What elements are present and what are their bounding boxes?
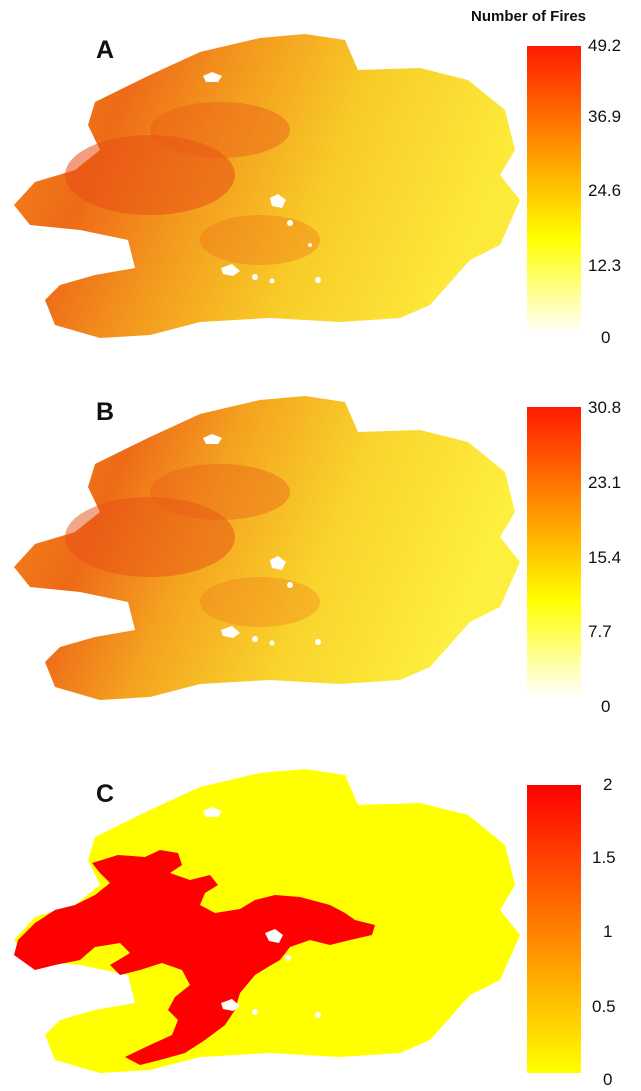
nodata-hole	[269, 278, 275, 284]
nodata-hole	[203, 807, 222, 817]
tick-label: 0	[603, 1070, 613, 1089]
tick-label: 23.1	[588, 473, 622, 492]
nodata-hole	[270, 194, 286, 208]
nodata-hole	[221, 626, 240, 638]
nodata-hole	[221, 999, 240, 1011]
tick-label: 1.5	[592, 848, 616, 867]
nodata-hole	[252, 636, 258, 642]
study-area-shape	[14, 34, 520, 338]
panel-c: C 2 1.5 1 0.5 0	[0, 735, 641, 1091]
tick-label: 24.6	[588, 181, 622, 200]
color-scale-bar	[527, 407, 581, 697]
color-scale-bar	[527, 46, 581, 334]
hotspot-region	[65, 135, 235, 215]
nodata-hole	[252, 274, 258, 280]
tick-label: 12.3	[588, 256, 622, 275]
hotspot-region	[200, 215, 320, 265]
nodata-hole	[252, 1009, 258, 1015]
fire-count-map	[14, 396, 520, 700]
hotspot-region	[150, 464, 290, 520]
panel-label: A	[96, 36, 115, 64]
hotspot-region	[200, 577, 320, 627]
tick-label: 0	[601, 328, 611, 347]
tick-label: 0.5	[592, 997, 616, 1016]
nodata-hole	[287, 220, 293, 226]
tick-label: 15.4	[588, 548, 622, 567]
legend-title: Number of Fires	[471, 8, 587, 25]
tick-label: 7.7	[588, 622, 612, 641]
high-value-region	[14, 850, 375, 1065]
nodata-hole	[203, 434, 222, 444]
nodata-hole	[270, 556, 286, 570]
tick-label: 36.9	[588, 107, 622, 126]
tick-label: 30.8	[588, 398, 622, 417]
nodata-hole	[269, 640, 275, 646]
study-area-shape	[14, 396, 520, 700]
panel-b: B 30.8 23.1 15.4 7.7 0	[0, 362, 641, 717]
nodata-hole	[285, 955, 291, 961]
panel-a: A 49.2 36.9 24.6 12.3 0	[0, 0, 641, 360]
nodata-hole	[265, 929, 283, 943]
nodata-hole	[287, 582, 293, 588]
fire-count-map	[14, 34, 520, 338]
color-scale-bar	[527, 785, 581, 1073]
hotspot-region	[150, 102, 290, 158]
tick-label: 1	[603, 922, 613, 941]
tick-label: 49.2	[588, 36, 622, 55]
hotspot-region	[65, 497, 235, 577]
nodata-hole	[315, 1012, 321, 1018]
nodata-hole	[315, 639, 321, 645]
nodata-hole	[203, 72, 222, 82]
nodata-hole	[221, 264, 240, 276]
nodata-hole	[308, 243, 312, 247]
nodata-hole	[315, 277, 321, 283]
tick-label: 0	[601, 697, 611, 716]
tick-label: 2	[603, 775, 613, 794]
panel-label: C	[96, 780, 115, 808]
fire-difference-map	[14, 769, 520, 1073]
panel-label: B	[96, 398, 115, 426]
